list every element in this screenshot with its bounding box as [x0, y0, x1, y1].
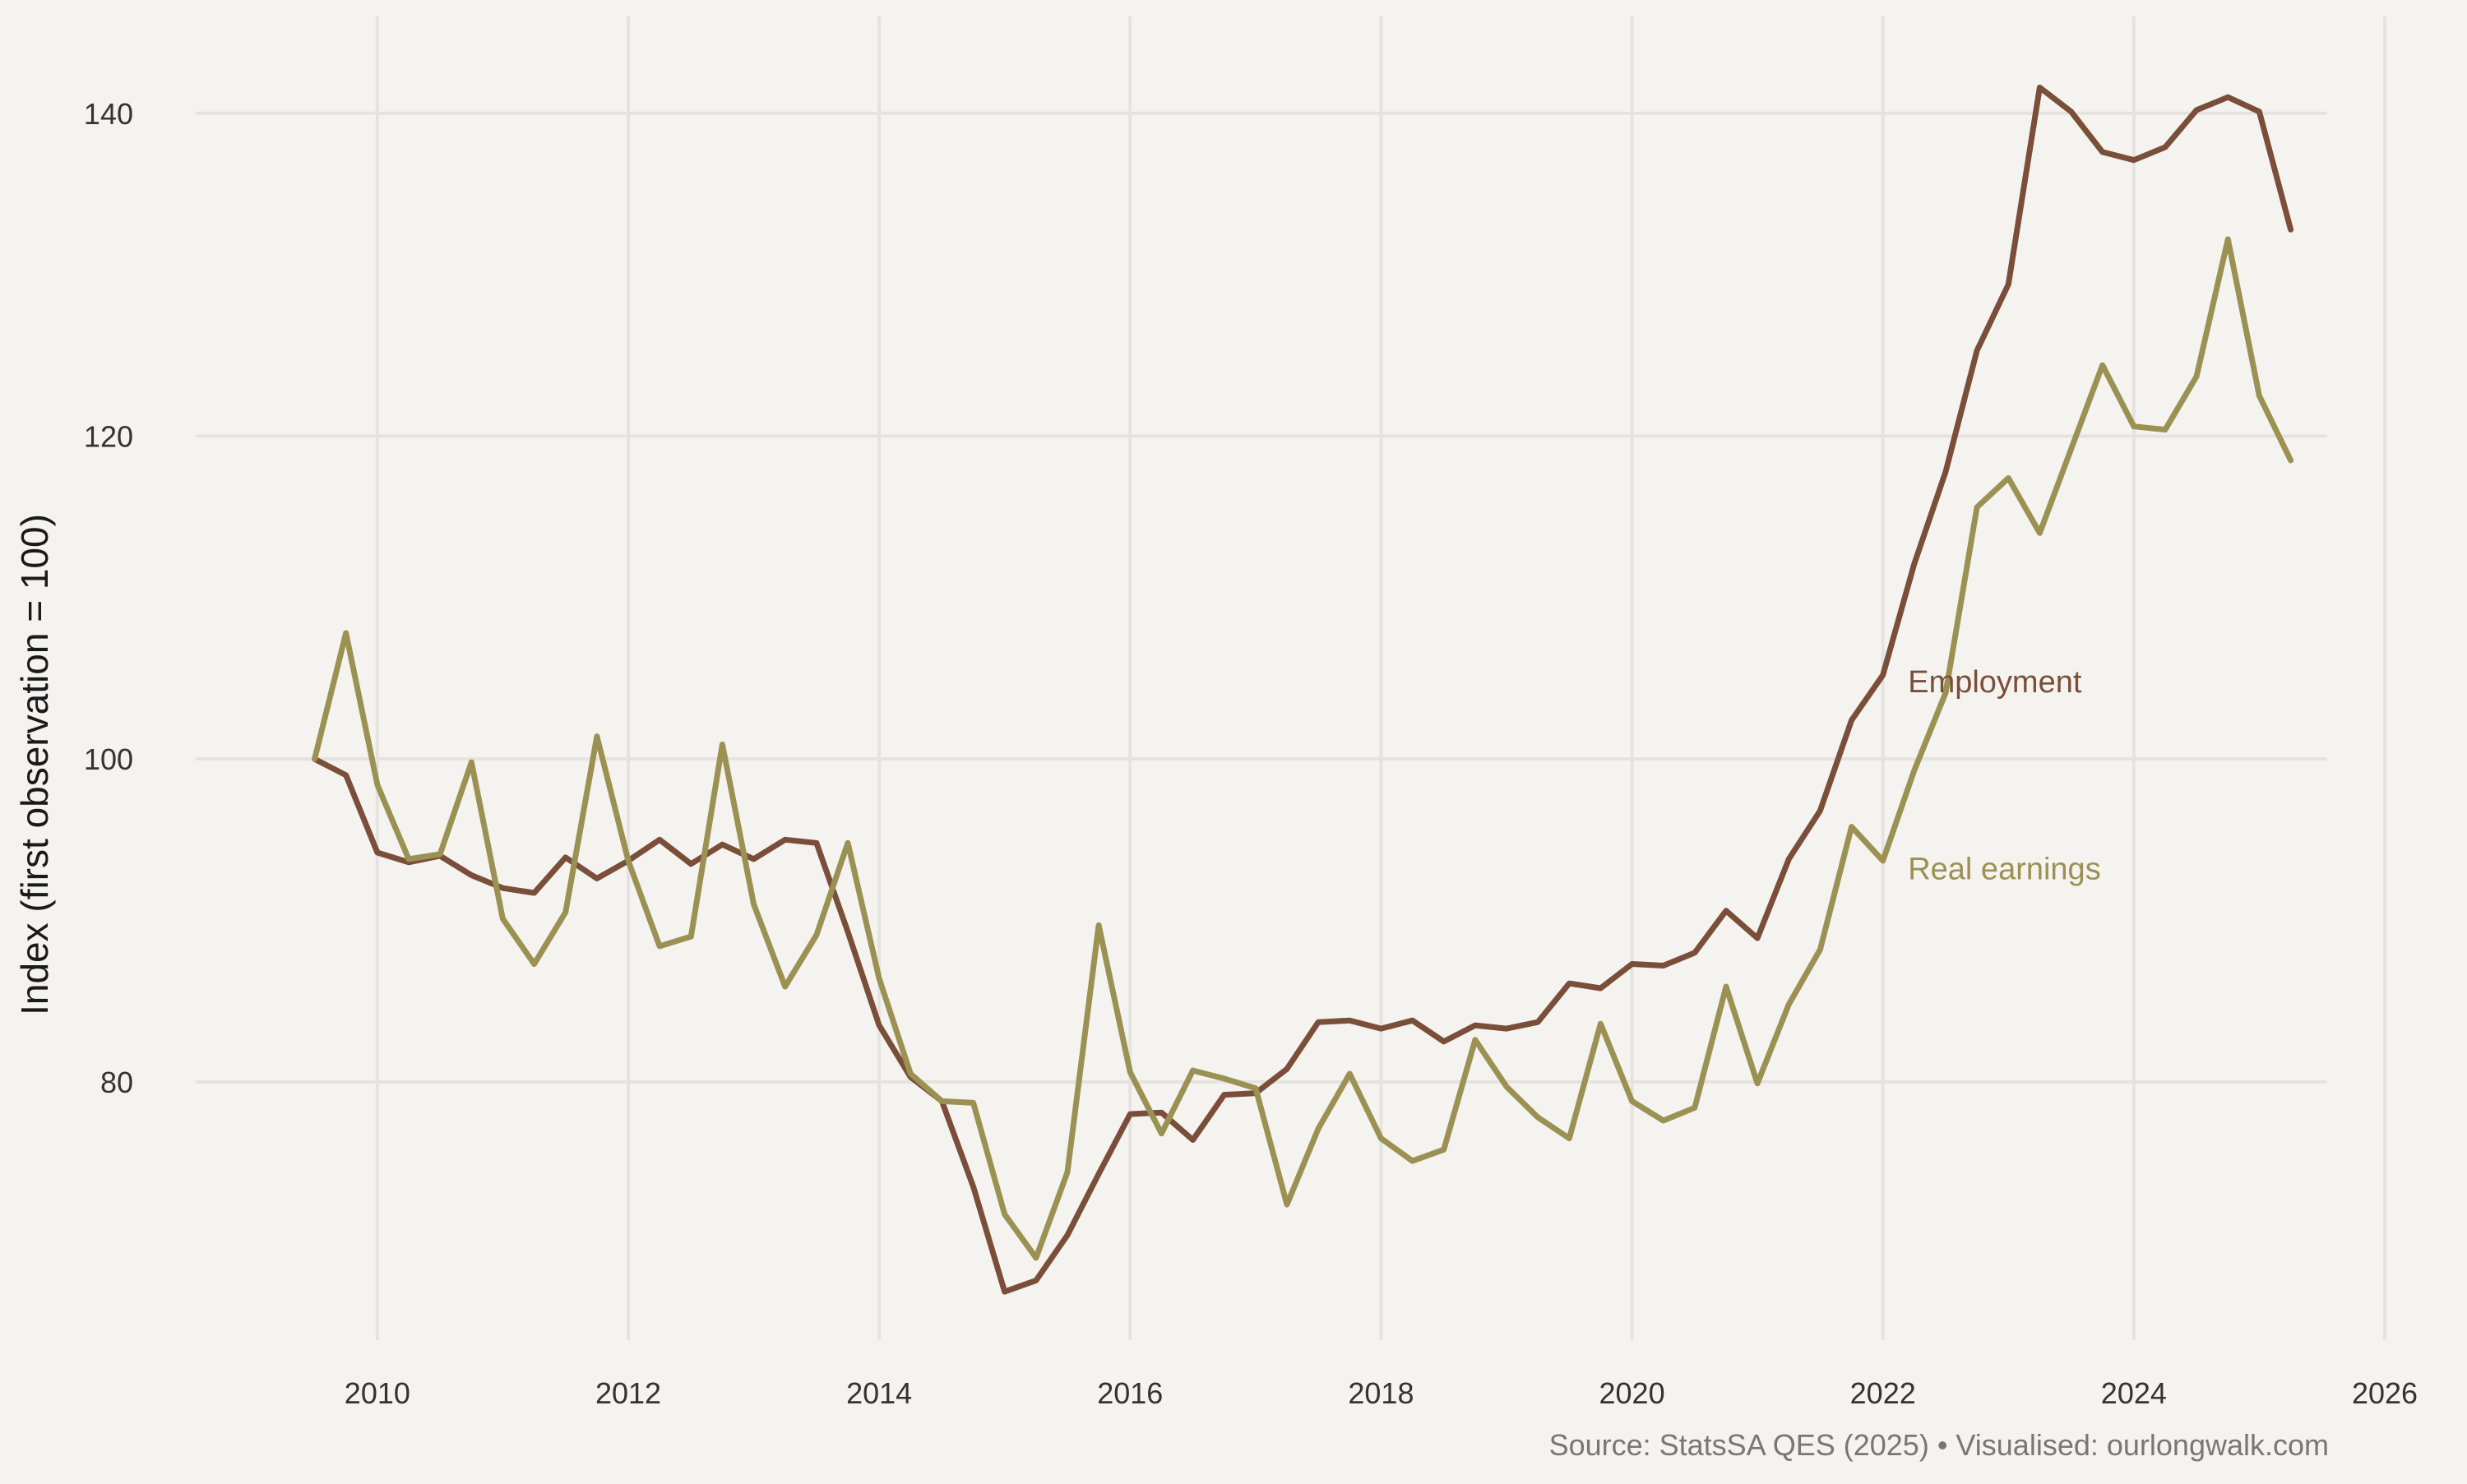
y-tick-label: 140	[84, 97, 133, 131]
x-axis-tick-labels: 2010 2012 2014 2016 2018 2020 2022 2024 2026	[345, 1376, 2418, 1410]
series-labels: Employment Real earnings	[1908, 665, 2100, 887]
series-layer	[312, 84, 2294, 1295]
series-line-real-earnings	[312, 236, 2294, 1261]
x-tick-label: 2014	[846, 1376, 912, 1410]
series-label-employment: Employment	[1908, 665, 2082, 700]
source-caption: Source: StatsSA QES (2025) • Visualised:…	[1549, 1428, 2329, 1462]
y-tick-label: 120	[84, 419, 133, 453]
series-line-employment	[312, 84, 2294, 1295]
x-gridlines	[375, 16, 2386, 1340]
x-tick-label: 2018	[1348, 1376, 1414, 1410]
x-tick-label: 2010	[345, 1376, 410, 1410]
series-label-real-earnings: Real earnings	[1908, 853, 2100, 887]
y-tick-label: 100	[84, 742, 133, 776]
x-tick-label: 2012	[595, 1376, 661, 1410]
y-gridlines	[196, 111, 2327, 1084]
x-tick-label: 2020	[1599, 1376, 1665, 1410]
y-tick-label: 80	[100, 1066, 133, 1099]
x-tick-label: 2022	[1850, 1376, 1916, 1410]
x-tick-label: 2024	[2101, 1376, 2167, 1410]
x-tick-label: 2016	[1097, 1376, 1163, 1410]
x-tick-label: 2026	[2352, 1376, 2418, 1410]
y-axis-title: Index (first observation = 100)	[13, 514, 56, 1015]
y-axis-tick-labels: 80 100 120 140	[84, 97, 133, 1099]
